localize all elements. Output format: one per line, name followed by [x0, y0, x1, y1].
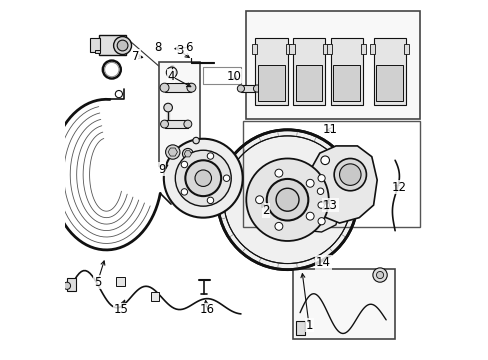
- Circle shape: [163, 139, 242, 218]
- Circle shape: [274, 222, 282, 230]
- Circle shape: [186, 83, 196, 92]
- Bar: [403, 44, 408, 54]
- Polygon shape: [168, 148, 177, 156]
- Circle shape: [333, 158, 366, 191]
- Circle shape: [376, 271, 383, 279]
- Bar: [99, 36, 126, 55]
- Bar: [159, 62, 200, 166]
- Text: 4: 4: [167, 69, 174, 82]
- Text: 9: 9: [158, 163, 165, 176]
- Bar: [292, 269, 394, 338]
- Circle shape: [274, 169, 282, 177]
- Circle shape: [166, 67, 177, 78]
- Text: 3: 3: [176, 44, 183, 57]
- Bar: [255, 39, 287, 105]
- Circle shape: [183, 120, 191, 128]
- Bar: [295, 64, 322, 101]
- Circle shape: [175, 150, 231, 206]
- Text: 10: 10: [226, 69, 241, 82]
- Circle shape: [339, 164, 360, 185]
- Bar: [376, 64, 402, 101]
- Bar: [369, 44, 375, 54]
- Text: 7: 7: [132, 50, 140, 63]
- Bar: [258, 64, 284, 101]
- Bar: [164, 83, 191, 92]
- Text: 13: 13: [323, 199, 337, 212]
- Text: 15: 15: [113, 303, 128, 316]
- Bar: [251, 44, 257, 54]
- Circle shape: [320, 201, 329, 210]
- Text: 5: 5: [94, 276, 101, 289]
- Polygon shape: [184, 151, 191, 157]
- Bar: [292, 39, 325, 105]
- Bar: [330, 39, 362, 105]
- Circle shape: [276, 188, 298, 211]
- Circle shape: [115, 90, 122, 98]
- Circle shape: [207, 197, 213, 204]
- Text: 6: 6: [185, 41, 192, 54]
- Bar: [242, 121, 419, 226]
- Circle shape: [266, 179, 308, 221]
- Circle shape: [301, 188, 324, 211]
- Bar: [241, 85, 257, 92]
- Circle shape: [305, 212, 313, 220]
- Bar: [95, 50, 100, 53]
- Circle shape: [181, 161, 187, 168]
- Text: 2: 2: [262, 204, 269, 217]
- Circle shape: [317, 218, 325, 225]
- Text: 16: 16: [199, 303, 214, 316]
- Circle shape: [117, 40, 128, 51]
- Bar: [150, 292, 159, 301]
- Circle shape: [63, 282, 70, 289]
- Circle shape: [253, 85, 260, 92]
- Circle shape: [113, 37, 131, 54]
- Bar: [116, 277, 125, 286]
- Circle shape: [207, 153, 213, 159]
- Text: 1: 1: [305, 319, 312, 332]
- Circle shape: [217, 130, 357, 270]
- Bar: [164, 120, 187, 128]
- Circle shape: [246, 158, 328, 241]
- Bar: [285, 44, 290, 54]
- Circle shape: [317, 175, 325, 182]
- Bar: [90, 38, 100, 51]
- Bar: [333, 64, 359, 101]
- Circle shape: [192, 137, 199, 144]
- Bar: [323, 44, 328, 54]
- Circle shape: [317, 188, 323, 194]
- Polygon shape: [296, 169, 339, 232]
- Circle shape: [237, 85, 244, 92]
- Bar: [373, 39, 405, 105]
- Circle shape: [160, 83, 169, 92]
- Circle shape: [305, 179, 313, 187]
- Circle shape: [317, 202, 324, 208]
- Text: 8: 8: [154, 41, 161, 54]
- Bar: [296, 321, 305, 335]
- Polygon shape: [310, 146, 376, 223]
- Bar: [289, 44, 294, 54]
- Circle shape: [372, 268, 386, 282]
- Text: 11: 11: [323, 123, 337, 136]
- Bar: [360, 44, 366, 54]
- Circle shape: [160, 120, 168, 128]
- Bar: [326, 44, 332, 54]
- Circle shape: [255, 196, 263, 204]
- Bar: [67, 278, 76, 291]
- Text: 12: 12: [390, 181, 406, 194]
- Bar: [246, 12, 419, 119]
- Circle shape: [223, 175, 229, 181]
- Text: 14: 14: [315, 256, 330, 269]
- Circle shape: [185, 160, 221, 196]
- Circle shape: [181, 189, 187, 195]
- Circle shape: [195, 170, 211, 186]
- Circle shape: [320, 156, 329, 165]
- Circle shape: [163, 103, 172, 112]
- Circle shape: [182, 148, 193, 159]
- Circle shape: [165, 145, 180, 159]
